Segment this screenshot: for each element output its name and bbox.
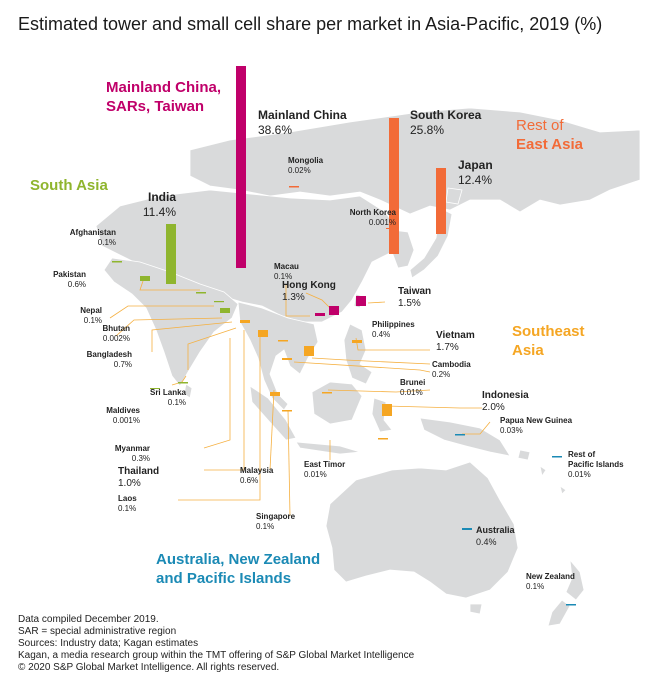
region-australia-nz-pacific: Australia, New Zealand and Pacific Islan… [156,551,321,587]
region-rest-east-asia: Rest of East Asia [516,117,583,153]
bar-new-zealand [566,604,576,606]
bar-sri-lanka [178,382,188,384]
land-japan-north [445,187,463,205]
note-kagan: Kagan, a media research group within the… [18,650,415,661]
label-philippines: Philippines 0.4% [372,320,415,339]
land-russia [189,107,641,215]
note-sar-definition: SAR = special administrative region [18,626,177,637]
bar-papua-new-guinea [455,434,465,436]
bar-vietnam [304,346,314,356]
label-afghanistan: Afghanistan 0.1% [69,228,116,247]
source-notes: Data compiled December 2019. SAR = speci… [18,614,414,674]
land-new-zealand [547,558,585,627]
bar-bangladesh [220,308,230,313]
label-maldives: Maldives 0.001% [106,406,140,425]
land-java [295,441,361,455]
label-mainland-china: Mainland China 38.6% [258,108,347,137]
label-pakistan: Pakistan 0.6% [53,270,86,289]
bar-myanmar [240,320,250,323]
land-india [103,257,239,387]
note-data-compiled: Data compiled December 2019. [18,614,159,625]
label-indonesia: Indonesia 2.0% [482,390,529,413]
land-borneo [311,381,363,425]
label-papua-new-guinea: Papua New Guinea 0.03% [500,416,573,435]
label-rest-pacific: Rest of Pacific Islands 0.01% [568,450,624,479]
land-philippines [343,323,373,385]
bar-afghanistan [112,261,122,263]
bar-thailand [258,330,268,337]
bar-cambodia [282,358,292,360]
label-hong-kong: Hong Kong 1.3% [282,280,336,303]
land-new-guinea [419,417,511,457]
label-bhutan: Bhutan 0.002% [102,324,130,343]
bar-indonesia [382,404,392,416]
land-pacific-islands [517,449,567,495]
bar-singapore [282,410,292,412]
region-south-asia: South Asia [30,177,108,194]
bar-india [166,224,176,284]
label-brunei: Brunei 0.01% [400,378,426,397]
bar-rest-pacific [552,456,562,458]
label-vietnam: Vietnam 1.7% [436,330,475,353]
bar-mongolia [289,186,299,188]
label-mongolia: Mongolia 0.02% [288,156,324,175]
bar-mainland-china [236,66,246,268]
bar-north-korea [386,228,396,229]
bar-maldives [150,388,160,389]
label-singapore: Singapore 0.1% [256,512,296,531]
bar-australia [462,528,472,530]
bar-malaysia [270,392,280,396]
label-new-zealand: New Zealand 0.1% [526,572,575,591]
region-china-sars-taiwan: Mainland China, SARs, Taiwan [106,79,222,115]
bar-taiwan [356,296,366,306]
bar-macau [315,313,325,316]
note-sources: Sources: Industry data; Kagan estimates [18,638,199,649]
bar-bhutan [214,301,224,303]
map-title: Estimated tower and small cell share per… [18,14,603,34]
bar-hong-kong [329,306,339,315]
label-south-korea: South Korea 25.8% [410,108,482,137]
label-japan: Japan 12.4% [458,158,493,187]
bar-brunei [322,392,332,394]
bar-pakistan [140,276,150,281]
bar-east-timor [378,438,388,440]
land-sri-lanka [183,383,193,399]
label-cambodia: Cambodia 0.2% [432,360,471,379]
label-sri-lanka: Sri Lanka 0.1% [149,388,186,407]
bar-laos [278,340,288,342]
bar-south-korea [389,118,399,254]
label-macau: Macau 0.1% [274,262,299,281]
label-nepal: Nepal 0.1% [80,306,102,325]
land-indochina [237,301,319,411]
label-australia: Australia 0.4% [476,525,515,547]
label-thailand: Thailand 1.0% [118,466,160,489]
land-tasmania [469,603,483,615]
land-australia [325,461,519,599]
note-copyright: © 2020 S&P Global Market Intelligence. A… [18,662,280,673]
label-north-korea: North Korea 0.001% [349,208,396,227]
label-taiwan: Taiwan 1.5% [398,286,432,309]
label-east-timor: East Timor 0.01% [304,460,346,479]
region-southeast-asia: Southeast Asia [512,323,585,359]
bar-japan [436,168,446,234]
label-india: India 11.4% [142,190,176,219]
label-myanmar: Myanmar 0.3% [114,444,150,463]
label-bangladesh: Bangladesh 0.7% [86,350,132,369]
label-malaysia: Malaysia 0.6% [240,466,274,485]
bar-nepal [196,292,206,294]
bar-philippines [352,340,362,343]
label-laos: Laos 0.1% [118,494,137,513]
